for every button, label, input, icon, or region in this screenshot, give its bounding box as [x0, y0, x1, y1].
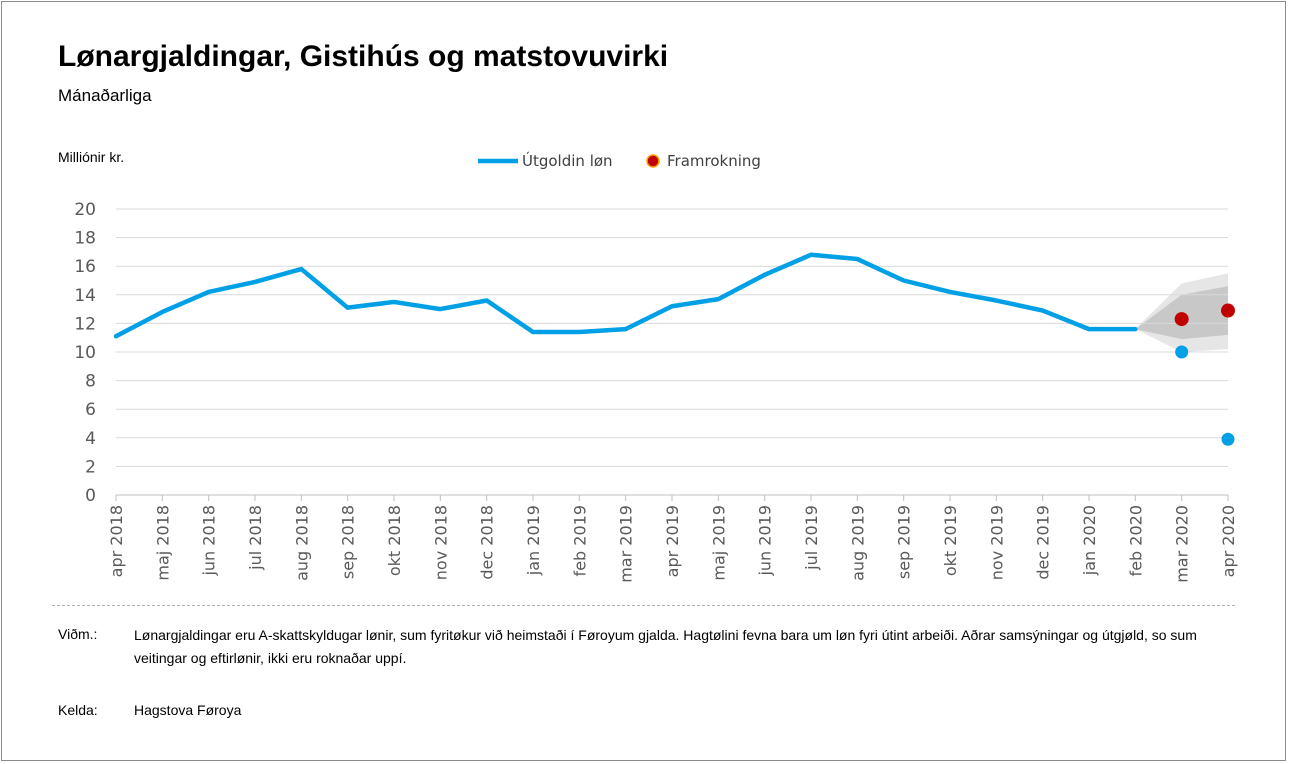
note-text: Lønargjaldingar eru A-skattskyldugar løn…: [134, 627, 1197, 666]
y-tick-label: 4: [85, 429, 96, 449]
forecast-point: [1221, 303, 1235, 318]
x-tick-label: maj 2019: [709, 505, 728, 581]
y-tick-label: 14: [74, 286, 96, 306]
x-tick-label: apr 2020: [1219, 505, 1238, 577]
x-tick-label: apr 2018: [107, 505, 126, 577]
legend-swatch-forecast: [646, 154, 660, 168]
series-line-utgoldin-lon: [113, 252, 1138, 339]
x-tick-label: jul 2018: [246, 505, 265, 571]
x-axis-ticks: apr 2018 maj 2018 jun 2018 jul 2018 aug 2018…: [107, 505, 1238, 583]
x-tick-label: aug 2018: [292, 505, 311, 581]
y-axis-label: Milliónir kr.: [58, 149, 125, 165]
series-lines: [113, 252, 1138, 339]
chart-subtitle: Mánaðarliga: [58, 86, 152, 105]
x-tick-label: feb 2019: [570, 505, 589, 576]
chart-title: Lønargjaldingar, Gistihús og matstovuvir…: [58, 40, 669, 73]
x-axis: [115, 494, 1229, 501]
grid-lines: [116, 208, 1228, 467]
y-tick-label: 12: [74, 314, 96, 334]
y-tick-label: 16: [74, 257, 96, 277]
legend-label-forecast: Framrokning: [667, 152, 761, 170]
x-tick-label: jan 2020: [1080, 505, 1099, 576]
x-tick-label: dec 2019: [1034, 505, 1053, 580]
x-tick-label: apr 2019: [663, 505, 682, 577]
x-tick-label: nov 2018: [431, 505, 450, 580]
x-tick-label: feb 2020: [1126, 505, 1145, 576]
actual-point: [1221, 432, 1235, 446]
x-tick-label: sep 2019: [895, 505, 914, 579]
x-tick-label: nov 2019: [987, 505, 1006, 580]
series-points: [1174, 303, 1235, 446]
note-label: Viðm.:: [58, 626, 98, 642]
y-tick-label: 18: [74, 229, 96, 249]
x-tick-label: jan 2019: [524, 505, 543, 576]
x-tick-label: jun 2019: [756, 505, 775, 577]
y-tick-label: 2: [85, 457, 96, 477]
y-tick-label: 8: [85, 372, 96, 392]
x-tick-label: aug 2019: [848, 505, 867, 581]
x-tick-label: jul 2019: [802, 505, 821, 571]
x-tick-label: mar 2020: [1173, 505, 1192, 583]
x-tick-label: jun 2018: [200, 505, 219, 577]
y-axis-ticks: 0 2 4 6 8 10 12 14 16 18 20: [74, 200, 96, 506]
x-tick-label: okt 2018: [385, 505, 404, 576]
forecast-point: [1174, 312, 1189, 327]
y-tick-label: 0: [85, 486, 96, 506]
y-tick-label: 20: [74, 200, 96, 220]
x-tick-label: mar 2019: [617, 505, 636, 583]
legend-label-actual: Útgoldin løn: [522, 151, 613, 170]
source-text: Hagstova Føroya: [134, 702, 242, 718]
y-tick-label: 10: [74, 343, 96, 363]
source-label: Kelda:: [58, 702, 98, 718]
x-tick-label: sep 2018: [339, 505, 358, 579]
y-tick-label: 6: [85, 400, 96, 420]
actual-point: [1175, 345, 1189, 359]
footer-divider: [52, 605, 1235, 606]
x-tick-label: dec 2018: [478, 505, 497, 580]
x-tick-label: okt 2019: [941, 505, 960, 576]
x-tick-label: maj 2018: [153, 505, 172, 581]
legend: Útgoldin løn Framrokning: [478, 151, 761, 170]
